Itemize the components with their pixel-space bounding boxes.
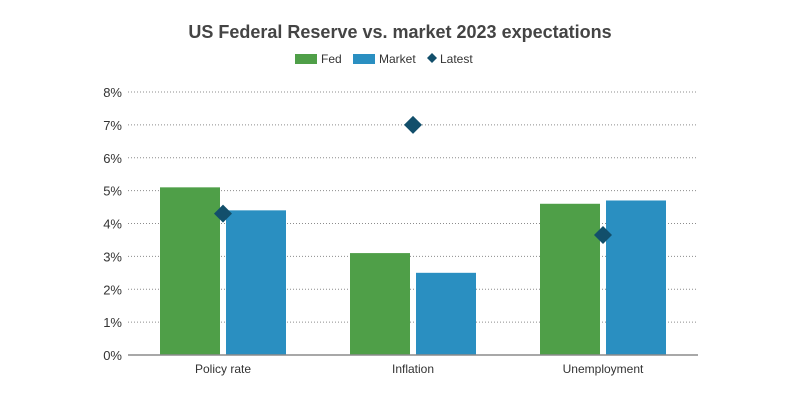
y-tick-label: 6% (103, 151, 122, 166)
bar-market (606, 200, 666, 355)
x-category-label: Policy rate (195, 362, 251, 376)
legend-latest-marker (427, 53, 437, 63)
x-category-label: Unemployment (563, 362, 644, 376)
x-category-label: Inflation (392, 362, 434, 376)
legend-latest-label: Latest (440, 52, 473, 66)
latest-diamond-marker (404, 115, 422, 134)
y-tick-label: 1% (103, 315, 122, 330)
y-axis-ticks: 0% 1% 2% 3% 4% 5% 6% 7% 8% (103, 85, 122, 363)
bar-fed (540, 203, 600, 355)
bars (160, 187, 666, 355)
y-tick-label: 4% (103, 217, 122, 232)
legend-fed-swatch (295, 54, 317, 64)
y-tick-label: 5% (103, 184, 122, 199)
bar-fed (350, 253, 410, 355)
y-tick-label: 7% (103, 118, 122, 133)
y-tick-label: 2% (103, 282, 122, 297)
latest-diamond-marker (214, 204, 232, 223)
chart-title: US Federal Reserve vs. market 2023 expec… (188, 22, 611, 42)
latest-markers (214, 115, 612, 245)
x-axis-labels: Policy rate Inflation Unemployment (195, 362, 644, 376)
legend-market-label: Market (379, 52, 416, 66)
y-tick-label: 8% (103, 85, 122, 100)
y-tick-label: 0% (103, 348, 122, 363)
y-tick-label: 3% (103, 249, 122, 264)
bar-market (226, 210, 286, 355)
bar-fed (160, 187, 220, 355)
legend: Fed Market Latest (295, 52, 473, 66)
legend-market-swatch (353, 54, 375, 64)
bar-market (416, 272, 476, 355)
legend-fed-label: Fed (321, 52, 342, 66)
latest-diamond-marker (594, 226, 612, 245)
